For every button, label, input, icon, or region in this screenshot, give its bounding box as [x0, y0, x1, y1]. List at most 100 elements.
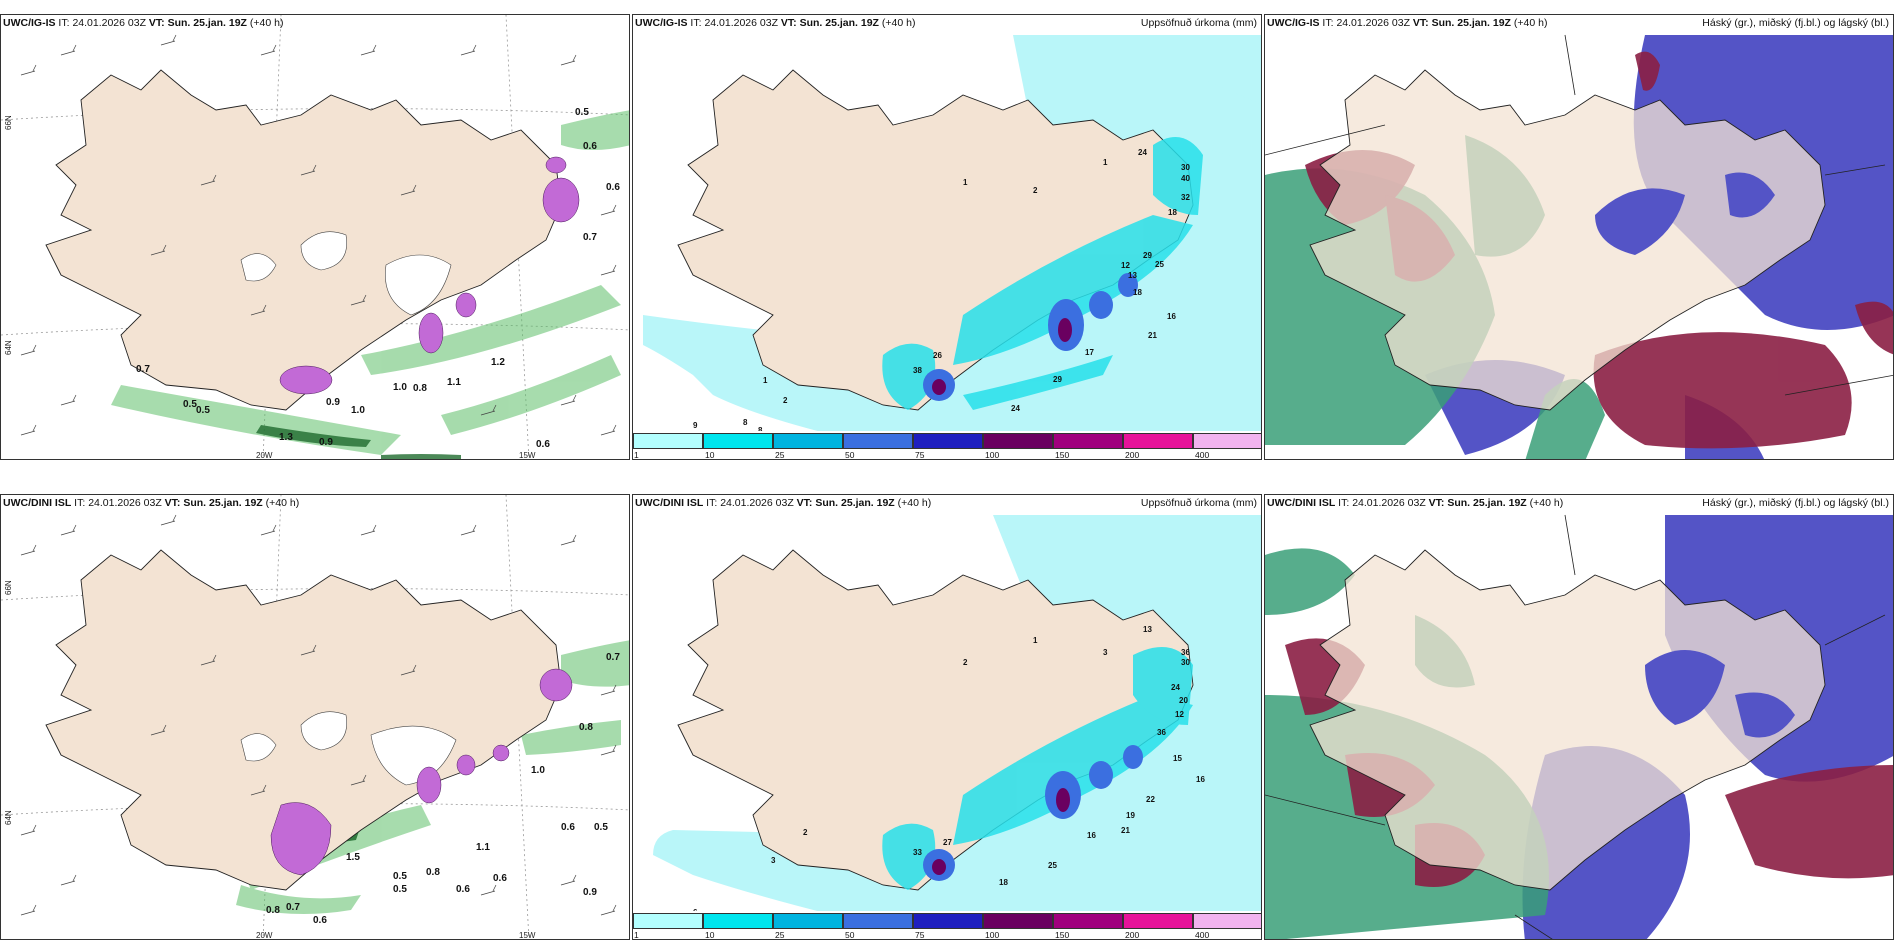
map-panel-clouds-igis: UWC/IG-IS IT: 24.01.2026 03Z VT: Sun. 25… — [1264, 14, 1894, 460]
wind-value-label: 1.0 — [351, 405, 365, 416]
precip-value-label: 25 — [1048, 861, 1057, 870]
wind-value-label: 0.8 — [413, 383, 427, 394]
wind-value-label: 0.7 — [136, 364, 150, 375]
legend-tick-label: 100 — [985, 450, 1000, 460]
legend-swatch — [1123, 913, 1193, 929]
map-panel-wind-dini: UWC/DINI ISL IT: 24.01.2026 03Z VT: Sun.… — [0, 494, 630, 940]
panel-header: UWC/DINI ISL IT: 24.01.2026 03Z VT: Sun.… — [3, 497, 300, 509]
legend-swatch — [633, 913, 703, 929]
precip-map: 2 1 3 13 36 30 24 20 12 36 15 16 22 19 2… — [653, 515, 1261, 921]
precip-value-label: 12 — [1175, 710, 1184, 719]
panel-header: UWC/DINI ISL IT: 24.01.2026 03Z VT: Sun.… — [635, 497, 932, 509]
legend-tick-label: 75 — [915, 450, 925, 460]
precip-value-label: 18 — [1168, 208, 1177, 217]
mid-precip — [882, 647, 1193, 890]
panel-title: Uppsöfnuð úrkoma (mm) — [1140, 497, 1257, 509]
wind-value-label: 0.6 — [493, 873, 507, 884]
panel-header: UWC/DINI ISL IT: 24.01.2026 03Z VT: Sun.… — [1267, 497, 1564, 509]
wind-map: 0.7 0.8 1.0 0.6 0.5 0.8 0.9 0.6 0.5 0.6 … — [1, 495, 629, 939]
legend-swatch — [843, 433, 913, 449]
precip-value-label: 13 — [1128, 271, 1137, 280]
wind-value-label: 0.9 — [319, 437, 333, 448]
panel-title: Háský (gr.), miðský (fj.bl.) og lágský (… — [1702, 17, 1889, 29]
iceland-land — [1309, 69, 1826, 411]
map-panel-precip-dini: UWC/DINI ISL IT: 24.01.2026 03Z VT: Sun.… — [632, 494, 1262, 940]
lon-label-20w: 20W — [256, 451, 273, 460]
wind-value-label: 0.7 — [583, 232, 597, 243]
precip-value-label: 1 — [1103, 158, 1108, 167]
precip-value-label: 1 — [963, 178, 968, 187]
legend-tick-label: 50 — [845, 930, 855, 940]
precip-value-label: 24 — [1138, 148, 1147, 157]
green-precip-core — [256, 425, 461, 459]
wind-value-label: 0.5 — [393, 884, 407, 895]
panel-title: Háský (gr.), miðský (fj.bl.) og lágský (… — [1702, 497, 1889, 509]
extreme-precip — [932, 788, 1070, 875]
lat-label-66n: 66N — [4, 580, 13, 595]
heavy-precip — [923, 273, 1138, 401]
wind-barbs — [20, 514, 617, 916]
precip-value-label: 25 — [1155, 260, 1164, 269]
precip-value-label: 26 — [933, 351, 942, 360]
wind-values: 0.7 0.8 1.0 0.6 0.5 0.8 0.9 0.6 0.5 0.6 … — [266, 652, 620, 926]
wind-value-label: 0.7 — [606, 652, 620, 663]
panel-header: UWC/IG-IS IT: 24.01.2026 03Z VT: Sun. 25… — [3, 17, 284, 29]
precip-value-label: 24 — [1011, 404, 1020, 413]
precip-value-label: 8 — [743, 418, 748, 427]
precip-value-label: 22 — [1146, 795, 1155, 804]
precip-value-label: 21 — [1121, 826, 1130, 835]
legend-swatch — [983, 433, 1053, 449]
wind-value-label: 1.2 — [491, 357, 505, 368]
panel-title: Uppsöfnuð úrkoma (mm) — [1140, 17, 1257, 29]
precip-value-label: 18 — [999, 878, 1008, 887]
precip-value-label: 24 — [1171, 683, 1180, 692]
precip-value-label: 33 — [913, 848, 922, 857]
iceland-land — [45, 69, 562, 411]
legend-tick-label: 150 — [1055, 450, 1070, 460]
legend-tick-label: 25 — [775, 930, 785, 940]
wind-value-label: 1.5 — [346, 852, 360, 863]
precip-value-label: 3 — [771, 856, 776, 865]
map-panel-wind-igis: UWC/IG-IS IT: 24.01.2026 03Z VT: Sun. 25… — [0, 14, 630, 460]
precip-map: 1 2 1 24 30 40 32 18 29 25 12 13 18 16 2… — [643, 35, 1261, 435]
legend-tick-label: 200 — [1125, 930, 1140, 940]
map-panel-clouds-dini: UWC/DINI ISL IT: 24.01.2026 03Z VT: Sun.… — [1264, 494, 1894, 940]
legend-swatch — [843, 913, 913, 929]
wind-value-label: 0.6 — [313, 915, 327, 926]
wind-value-label: 1.3 — [279, 432, 293, 443]
wind-value-label: 0.6 — [536, 439, 550, 450]
lon-label-15w: 15W — [519, 451, 536, 460]
wind-value-label: 1.1 — [447, 377, 461, 388]
precip-value-label: 36 — [1181, 648, 1190, 657]
precip-value-label: 9 — [693, 421, 698, 430]
wind-value-label: 0.5 — [594, 822, 608, 833]
legend-tick-label: 100 — [985, 930, 1000, 940]
precip-values: 2 1 3 13 36 30 24 20 12 36 15 16 22 19 2… — [693, 625, 1205, 921]
sector-lines — [1265, 514, 1886, 939]
legend-tick-label: 1 — [634, 450, 639, 460]
panel-header: UWC/IG-IS IT: 24.01.2026 03Z VT: Sun. 25… — [635, 17, 916, 29]
legend-swatch — [703, 913, 773, 929]
legend-swatch — [1053, 433, 1123, 449]
extreme-precip — [932, 318, 1072, 395]
precip-value-label: 15 — [1173, 754, 1182, 763]
sector-lines — [1265, 34, 1893, 396]
legend-swatch — [633, 433, 703, 449]
lat-label-64n: 64N — [4, 340, 13, 355]
precip-values: 1 2 1 24 30 40 32 18 29 25 12 13 18 16 2… — [693, 148, 1190, 435]
legend-tick-label: 400 — [1195, 450, 1210, 460]
precip-value-label: 20 — [1179, 696, 1188, 705]
wind-value-label: 0.8 — [266, 905, 280, 916]
legend-tick-label: 200 — [1125, 450, 1140, 460]
snow-cells — [279, 156, 580, 395]
wind-value-label: 0.5 — [393, 871, 407, 882]
legend-tick-label: 10 — [705, 930, 715, 940]
wind-value-label: 0.9 — [326, 397, 340, 408]
wind-value-label: 0.9 — [583, 887, 597, 898]
wind-value-label: 0.5 — [196, 405, 210, 416]
snow-cells — [270, 668, 573, 876]
precip-value-label: 16 — [1167, 312, 1176, 321]
interior-low-cloud — [1595, 172, 1775, 255]
lon-label-15w: 15W — [519, 931, 536, 940]
precip-value-label: 36 — [1157, 728, 1166, 737]
